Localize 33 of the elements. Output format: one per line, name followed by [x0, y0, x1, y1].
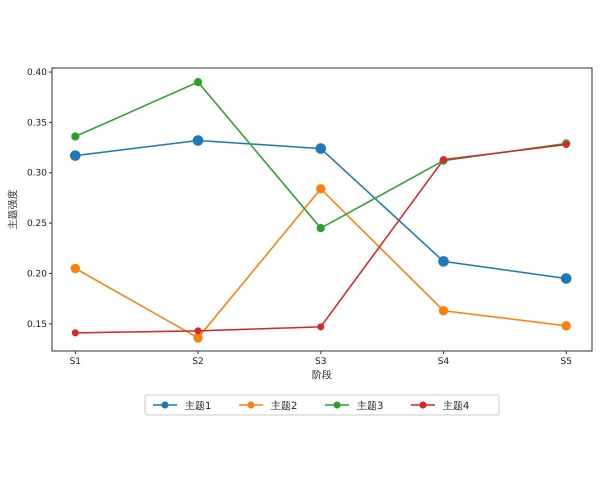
- y-tick-label: 0.30: [26, 168, 48, 179]
- point: [316, 224, 325, 232]
- point: [560, 273, 572, 284]
- legend-label: 主题1: [185, 400, 212, 412]
- point: [194, 78, 202, 86]
- y-tick-label: 0.25: [26, 219, 47, 230]
- x-tick-label: S4: [438, 357, 450, 367]
- x-tick-label: S2: [192, 357, 204, 367]
- point: [562, 321, 571, 331]
- y-tick-label: 0.20: [26, 269, 48, 280]
- y-tick-label: 0.35: [26, 118, 47, 128]
- y-tick-label: 0.15: [26, 320, 47, 330]
- legend-label: 主题3: [357, 400, 384, 412]
- x-tick-label: S1: [70, 357, 82, 367]
- point: [194, 327, 202, 334]
- point: [71, 132, 80, 141]
- point: [193, 333, 203, 343]
- x-tick-label: S3: [315, 357, 326, 367]
- point: [438, 256, 449, 267]
- point: [316, 184, 326, 194]
- legend-label: 主题2: [271, 400, 298, 412]
- point: [438, 306, 448, 316]
- y-tick-label: 0.40: [26, 68, 48, 78]
- point: [72, 329, 79, 336]
- legend-label: 主题4: [443, 400, 470, 412]
- x-axis-title: 阶段: [312, 369, 332, 381]
- point: [70, 264, 80, 274]
- point: [70, 150, 81, 161]
- point: [315, 143, 326, 154]
- point: [192, 135, 204, 146]
- point: [317, 323, 324, 330]
- y-axis-title: 主题强度: [7, 190, 19, 230]
- x-tick-label: S5: [560, 357, 572, 367]
